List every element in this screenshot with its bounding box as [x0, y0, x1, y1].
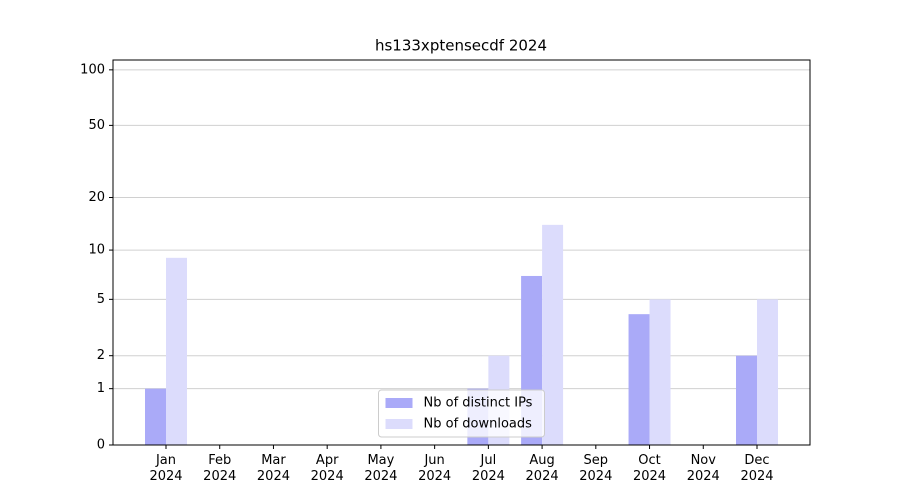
- legend-box: [378, 389, 545, 438]
- x-tick-label: Dec 2024: [740, 453, 774, 484]
- y-tick-label: 1: [97, 381, 105, 396]
- legend: Nb of distinct IPs Nb of downloads: [378, 389, 545, 438]
- y-tick-label: 0: [97, 438, 105, 453]
- x-tick-label: Feb 2024: [203, 453, 237, 484]
- bar: [145, 388, 166, 445]
- x-tick-label: Sep 2024: [579, 453, 613, 484]
- bar: [628, 314, 650, 445]
- y-tick-label: 10: [88, 243, 105, 258]
- bar: [542, 224, 564, 445]
- x-tick-label: Mar 2024: [256, 453, 290, 484]
- x-tick-label: Jun 2024: [418, 453, 452, 484]
- legend-label: Nb of distinct IPs: [424, 396, 533, 411]
- x-tick-label: Oct 2024: [632, 453, 667, 484]
- bar: [649, 299, 671, 445]
- x-tick-label: Jan 2024: [149, 453, 183, 484]
- legend-swatch: [385, 398, 413, 408]
- y-tick-label: 20: [88, 190, 105, 205]
- legend-swatch: [385, 419, 413, 429]
- x-tick-label: Nov 2024: [686, 453, 720, 484]
- x-tick-label: Apr 2024: [310, 453, 344, 484]
- chart-title: hs133xptensecdf 2024: [375, 37, 547, 55]
- y-tick-label: 50: [88, 118, 105, 133]
- x-tick-label: Aug 2024: [525, 453, 559, 484]
- y-tick-label: 2: [97, 348, 105, 363]
- bar: [736, 355, 757, 445]
- x-tick-label: May 2024: [364, 453, 398, 484]
- y-tick-label: 100: [80, 62, 105, 77]
- legend-label: Nb of downloads: [424, 417, 533, 432]
- x-tick-label: Jul 2024: [471, 453, 505, 484]
- y-tick-label: 5: [97, 292, 105, 307]
- plot-frame: [112, 59, 811, 446]
- bar: [166, 257, 187, 445]
- bar: [757, 299, 778, 445]
